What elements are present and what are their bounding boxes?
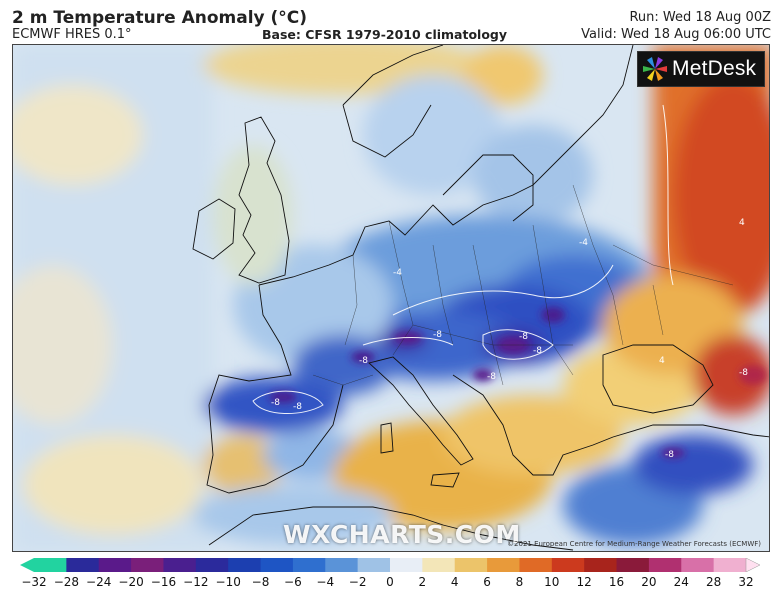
color-scale-tick-label: 20 (641, 575, 657, 589)
map-title: 2 m Temperature Anomaly (°C) (12, 8, 308, 28)
coastlines (192, 45, 769, 551)
contour-label: -8 (293, 402, 302, 412)
color-scale-segment (454, 558, 488, 572)
contour-label: -8 (487, 372, 496, 382)
color-scale-segment (260, 558, 294, 572)
color-scale-segment (584, 558, 618, 572)
contour-label: -4 (393, 268, 402, 278)
color-scale-tick-label: −20 (118, 575, 144, 589)
color-scale-segment (519, 558, 553, 572)
map-canvas: -8 -8 -8 -8 -8 -8 -8 -8 -4 -4 4 4 -8 (13, 45, 769, 551)
color-scale-segment (390, 558, 423, 572)
contour-label: 4 (739, 218, 745, 228)
color-scale-tick-label: 0 (386, 575, 394, 589)
color-scale-segment (163, 558, 197, 572)
color-scale-tick-label: 28 (705, 575, 722, 589)
model-label: ECMWF HRES 0.1° (12, 27, 132, 42)
contour-labels: -8 -8 -8 -8 -8 -8 -8 -8 -4 -4 4 4 -8 (271, 218, 748, 460)
color-scale-segment (422, 558, 456, 572)
color-scale-low-arrow (20, 558, 34, 572)
color-scale-bar (20, 558, 760, 572)
valid-time-label: Valid: Wed 18 Aug 06:00 UTC (581, 27, 771, 42)
run-time-label: Run: Wed 18 Aug 00Z (629, 10, 771, 25)
contour-label: -8 (433, 330, 442, 340)
color-scale-tick-label: 6 (483, 575, 491, 589)
temperature-anomaly-map[interactable]: -8 -8 -8 -8 -8 -8 -8 -8 -4 -4 4 4 -8 (12, 44, 770, 552)
color-scale-segment (551, 558, 585, 572)
metdesk-logo: MetDesk (637, 51, 765, 87)
country-borders (312, 184, 734, 386)
color-scale-tick-label: −12 (183, 575, 209, 589)
contour-label: -8 (519, 332, 528, 342)
color-scale-segment (487, 558, 520, 572)
contour-label: -8 (271, 398, 280, 408)
color-scale-segment (648, 558, 682, 572)
color-scale-tick-label: −10 (215, 575, 241, 589)
map-header: 2 m Temperature Anomaly (°C) ECMWF HRES … (0, 0, 783, 44)
color-scale-segment (681, 558, 715, 572)
contour-label: 4 (659, 356, 665, 366)
color-scale-segment (616, 558, 650, 572)
extreme-anomaly-spots (269, 307, 767, 458)
color-scale-segment (228, 558, 262, 572)
color-scale-tick-label: 12 (576, 575, 592, 589)
color-scale-tick-label: −24 (86, 575, 112, 589)
color-scale-tick-label: 24 (673, 575, 689, 589)
color-scale-segment (195, 558, 229, 572)
contour-label: -8 (533, 346, 542, 356)
contour-label: -4 (579, 238, 588, 248)
metdesk-logo-icon (643, 57, 667, 81)
color-scale-tick-label: 8 (515, 575, 524, 589)
color-scale-tick-label: −28 (53, 575, 80, 589)
color-scale-tick-label: 16 (608, 575, 625, 589)
color-scale-segment (66, 558, 100, 572)
color-scale-segment (292, 558, 326, 572)
wxcharts-watermark: WXCHARTS.COM (283, 520, 521, 549)
color-scale-segment (131, 558, 164, 572)
color-scale-tick-label: 4 (450, 575, 459, 589)
color-scale-tick-label: −32 (21, 575, 47, 589)
color-scale-high-arrow (745, 558, 760, 572)
copyright-notice: ©2021 European Centre for Medium-Range W… (507, 540, 761, 548)
contour-label: -8 (359, 356, 368, 366)
color-scale-tick-label: −2 (348, 575, 367, 589)
climatology-base-label: Base: CFSR 1979-2010 climatology (262, 27, 508, 42)
color-scale-tick-label: 10 (544, 575, 560, 589)
metdesk-logo-text: MetDesk (672, 57, 757, 80)
color-scale-tick-label: 2 (418, 575, 427, 589)
color-scale-segment (34, 558, 67, 572)
color-scale-tick-label: −8 (251, 575, 270, 589)
color-scale-tick-label: 32 (738, 575, 754, 589)
color-scale-segment (98, 558, 132, 572)
color-scale-segments (34, 558, 747, 572)
color-scale-segment (357, 558, 391, 572)
contour-label: -8 (665, 450, 674, 460)
contour-lines (252, 104, 674, 414)
color-scale-tick-label: −16 (150, 575, 177, 589)
color-scale-tick-label: −6 (284, 575, 302, 589)
anomaly-field (13, 45, 769, 551)
color-scale-tick-label: −4 (316, 575, 335, 589)
color-scale-segment (325, 558, 359, 572)
color-scale-ticks: −32 −28 −24 −20 −16 −12 −10 −8 −6 −4 −2 0 2 4 6 8 10 12 16… (0, 573, 783, 593)
contour-label: -8 (739, 368, 748, 378)
color-scale-segment (713, 558, 747, 572)
